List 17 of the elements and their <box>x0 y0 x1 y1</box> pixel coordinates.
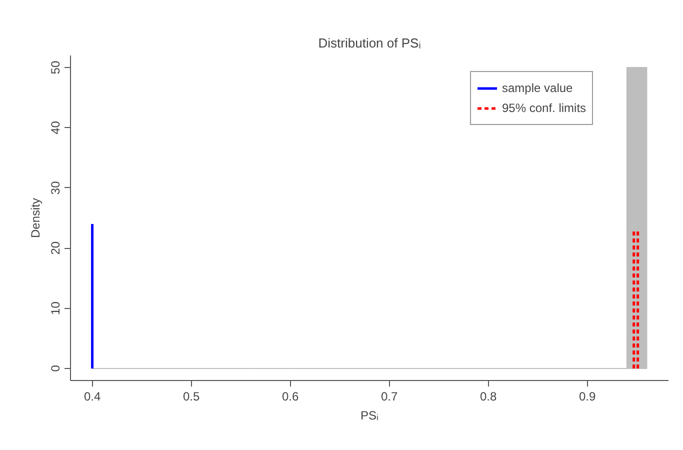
y-tick-label: 40 <box>48 120 62 134</box>
x-axis-title: PSᵢ <box>360 408 379 422</box>
y-axis-title: Density <box>28 198 42 238</box>
x-tick-label: 0.4 <box>84 390 101 404</box>
legend-label: 95% conf. limits <box>502 101 586 115</box>
y-tick-label: 30 <box>48 180 62 195</box>
chart-title: Distribution of PSᵢ <box>318 36 421 50</box>
x-tick-label: 0.8 <box>480 390 497 404</box>
y-tick-label: 50 <box>48 60 62 74</box>
y-tick-label: 0 <box>48 364 62 372</box>
x-tick-label: 0.9 <box>578 390 596 404</box>
x-tick-label: 0.7 <box>380 390 398 404</box>
y-tick-label: 10 <box>48 301 62 315</box>
x-tick-label: 0.6 <box>282 390 299 404</box>
legend-label: sample value <box>502 81 573 95</box>
x-tick-label: 0.5 <box>182 390 200 404</box>
y-tick-label: 20 <box>48 241 62 255</box>
